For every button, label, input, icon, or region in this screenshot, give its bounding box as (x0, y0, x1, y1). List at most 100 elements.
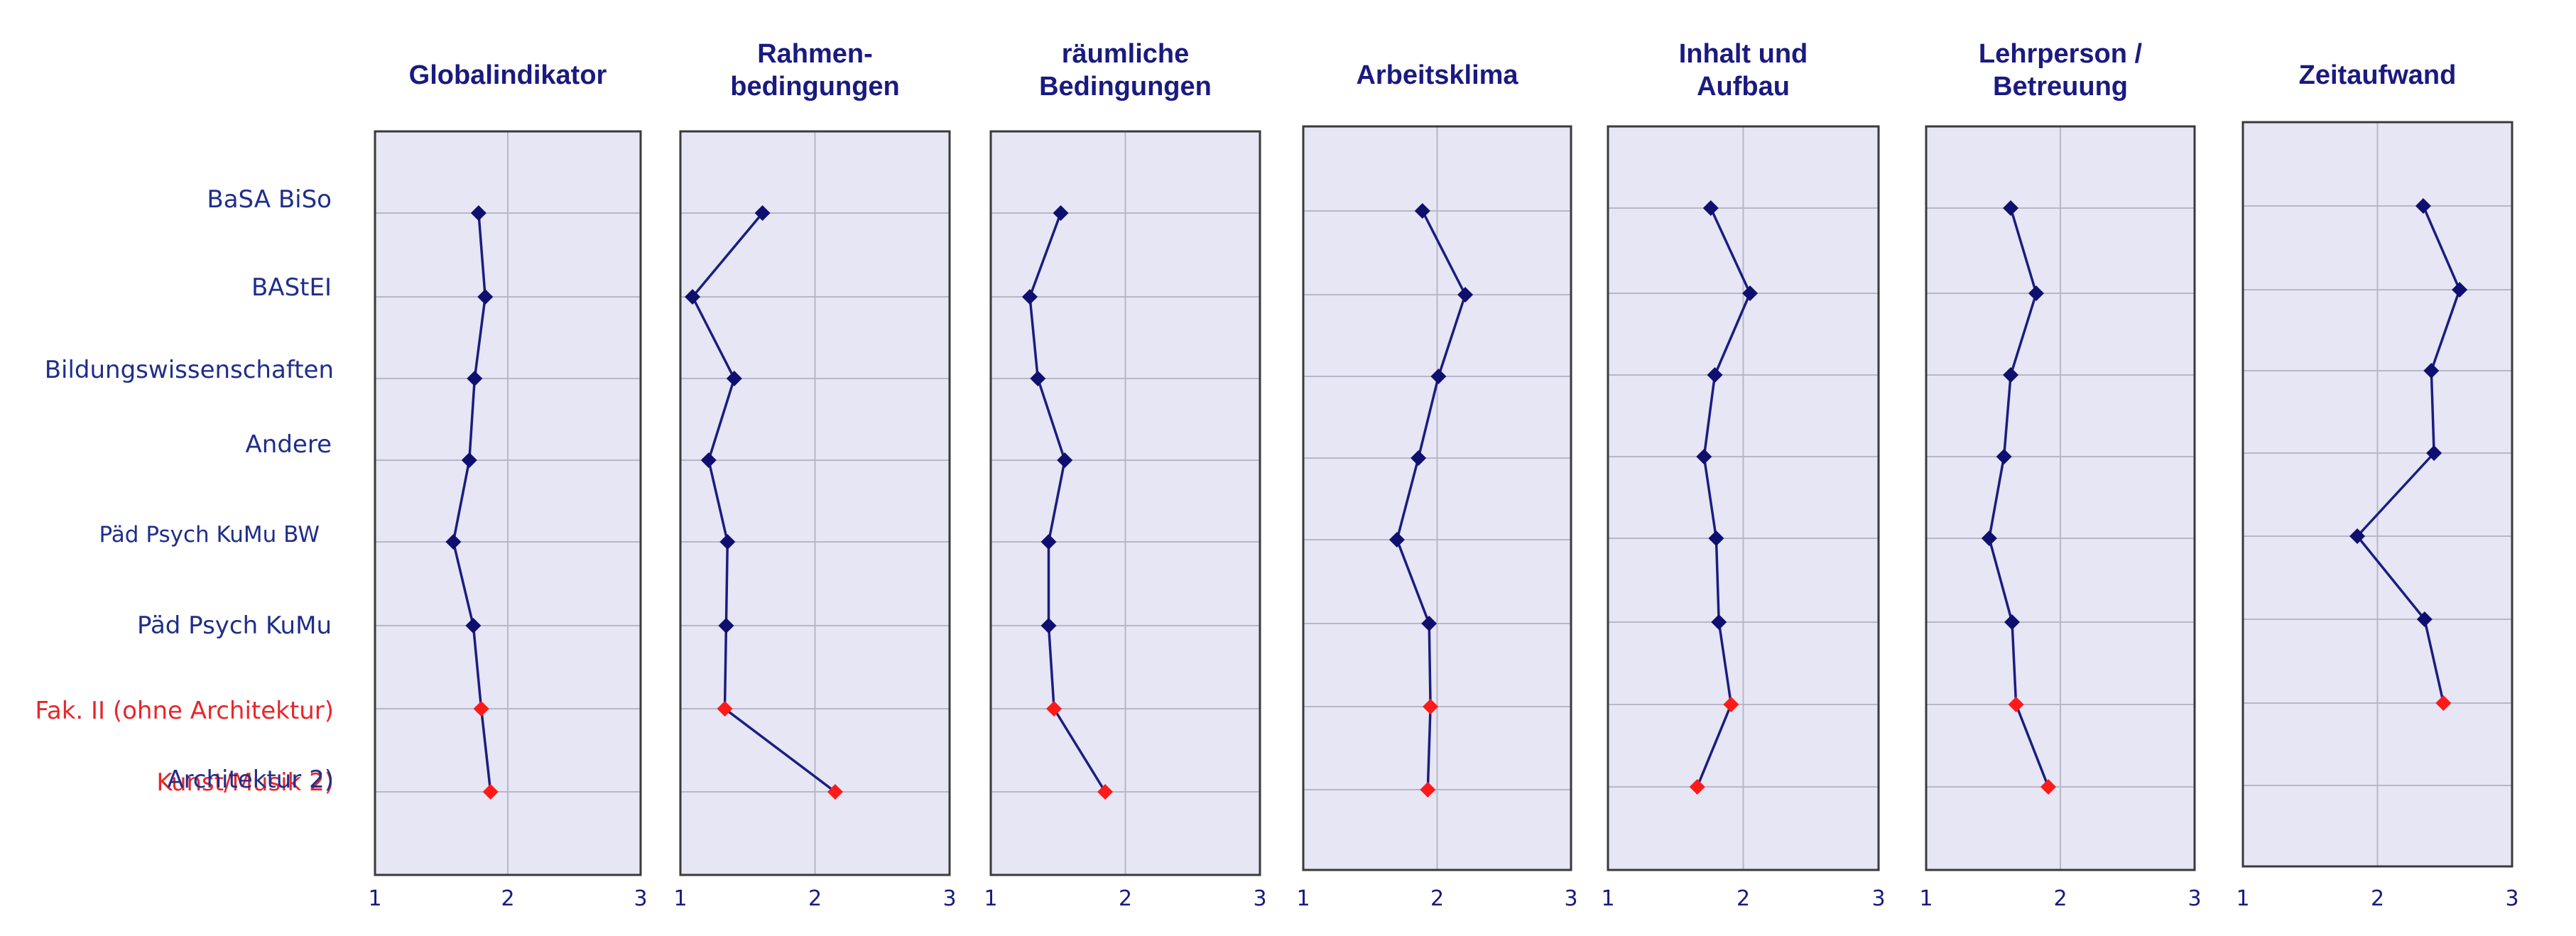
panel-4: Arbeitsklima 1 2 3 (1296, 60, 1577, 911)
panel-5-point-7 (1723, 697, 1739, 712)
panel-5-series-line (1696, 207, 1751, 788)
row-label-3: Bildungswissenschaften (45, 356, 334, 384)
panel-7-tick-3: 3 (2505, 886, 2518, 911)
row-label-8: Kunst/Musik 2) (156, 768, 334, 797)
panel-4-title-line-1: Arbeitsklima (1356, 60, 1518, 90)
panel-1-point-2 (477, 289, 494, 305)
panel-5-point-8 (1689, 779, 1705, 795)
panel-4-point-1 (1414, 203, 1430, 219)
panel-4-series-line (1396, 210, 1467, 790)
row-label-4: Andere (246, 430, 332, 459)
panel-1-point-7 (473, 701, 489, 717)
panel-2-series-line (691, 212, 836, 793)
panel-6-title-line-1: Lehrperson / (1979, 39, 2143, 69)
panel-3-tick-3: 3 (1253, 886, 1266, 911)
panel-7-point-6 (2416, 611, 2433, 627)
panel-1-tick-3: 3 (634, 886, 647, 911)
panel-4-tick-1: 1 (1296, 886, 1310, 911)
panel-6-point-6 (2004, 614, 2020, 630)
panel-6-tick-1: 1 (1919, 886, 1933, 911)
panel-5-point-4 (1696, 449, 1712, 464)
panel-1-point-6 (465, 618, 482, 633)
panel-1-title-line-1: Globalindikator (409, 60, 607, 90)
panel-2-point-5 (719, 534, 736, 550)
panel-2-tick-1: 1 (673, 886, 687, 911)
panel-5-title-line-1: Inhalt und (1679, 39, 1808, 69)
panel-7-point-7 (2435, 695, 2452, 711)
panel-3-point-6 (1040, 618, 1057, 633)
panel-7: Zeitaufwand 1 2 3 (2236, 60, 2518, 911)
panel-7-frame (2241, 121, 2513, 868)
panel-5-point-3 (1707, 367, 1723, 383)
panel-2-point-6 (718, 618, 734, 633)
panel-5-title-line-2: Aufbau (1697, 72, 1790, 102)
panel-3-point-5 (1040, 534, 1057, 550)
panel-2: Rahmen-bedingungen 1 2 3 (673, 39, 956, 911)
panel-3-frame (989, 130, 1261, 876)
panel-6-point-3 (2003, 367, 2019, 383)
panel-4-tick-3: 3 (1564, 886, 1577, 911)
panel-6-point-5 (1981, 530, 1997, 546)
panel-2-point-4 (700, 452, 717, 468)
panel-5-point-2 (1742, 285, 1759, 301)
panel-6-series-line (1988, 207, 2050, 788)
panel-3-tick-2: 2 (1119, 886, 1132, 911)
panel-1-tick-2: 2 (501, 886, 514, 911)
panel-5-point-1 (1702, 200, 1719, 216)
panel-2-point-8 (827, 784, 843, 800)
row-labels: BaSA BiSo BAStEI Bildungswissenschaften And… (35, 185, 334, 797)
panel-1-frame (374, 130, 642, 876)
panel-1-point-1 (470, 205, 487, 221)
panel-1: Globalindikator 1 2 3 (368, 60, 647, 911)
panel-6-point-1 (2003, 200, 2019, 216)
panel-3-point-8 (1097, 784, 1114, 800)
panel-3-point-3 (1030, 371, 1046, 386)
panel-6-point-2 (2028, 285, 2044, 301)
panel-5-point-5 (1708, 530, 1724, 546)
panel-5-tick-3: 3 (1871, 886, 1885, 911)
row-label-1: BaSA BiSo (207, 185, 332, 214)
panel-5-frame (1607, 125, 1880, 871)
panel-7-title-line-1: Zeitaufwand (2299, 60, 2457, 90)
panel-6-point-7 (2008, 697, 2024, 712)
panel-4-point-6 (1421, 616, 1438, 631)
panel-4-point-5 (1388, 532, 1405, 548)
panel-2-point-7 (717, 701, 733, 717)
panel-4-point-7 (1423, 699, 1439, 714)
panel-2-point-1 (754, 205, 771, 221)
panel-7-point-2 (2452, 282, 2468, 298)
row-label-7: Fak. II (ohne Architektur) (35, 697, 334, 725)
panel-2-frame (679, 130, 951, 876)
panel-1-point-8 (482, 784, 499, 800)
panel-5-point-6 (1711, 614, 1727, 630)
panel-6-title-line-2: Betreuung (1993, 72, 2128, 102)
panel-2-point-2 (685, 289, 701, 305)
panel-1-point-5 (445, 534, 462, 550)
panel-3-point-4 (1057, 452, 1073, 468)
panel-7-point-3 (2423, 363, 2440, 379)
panel-2-point-3 (726, 371, 742, 386)
panel-4-point-4 (1411, 450, 1427, 466)
panel-6-tick-3: 3 (2188, 886, 2201, 911)
row-label-6: Päd Psych KuMu (137, 611, 332, 640)
panel-6-tick-2: 2 (2053, 886, 2067, 911)
row-label-overlay: Architektur 2) (167, 766, 334, 794)
panel-7-tick-2: 2 (2371, 886, 2384, 911)
panel-7-point-5 (2349, 528, 2366, 544)
panel-3-title-line-1: räumliche (1062, 39, 1190, 69)
panel-4-frame (1302, 125, 1572, 871)
panel-4-tick-2: 2 (1430, 886, 1444, 911)
panel-4-point-3 (1430, 369, 1447, 384)
panel-3-point-7 (1046, 701, 1063, 717)
panel-5-tick-2: 2 (1737, 886, 1750, 911)
row-label-5: Päd Psych KuMu BW (99, 522, 320, 548)
panel-7-point-1 (2415, 198, 2431, 214)
panel-1-point-3 (467, 371, 483, 386)
panel-7-tick-1: 1 (2236, 886, 2249, 911)
panel-7-point-4 (2426, 445, 2442, 461)
panel-2-title-line-1: Rahmen- (757, 39, 873, 69)
